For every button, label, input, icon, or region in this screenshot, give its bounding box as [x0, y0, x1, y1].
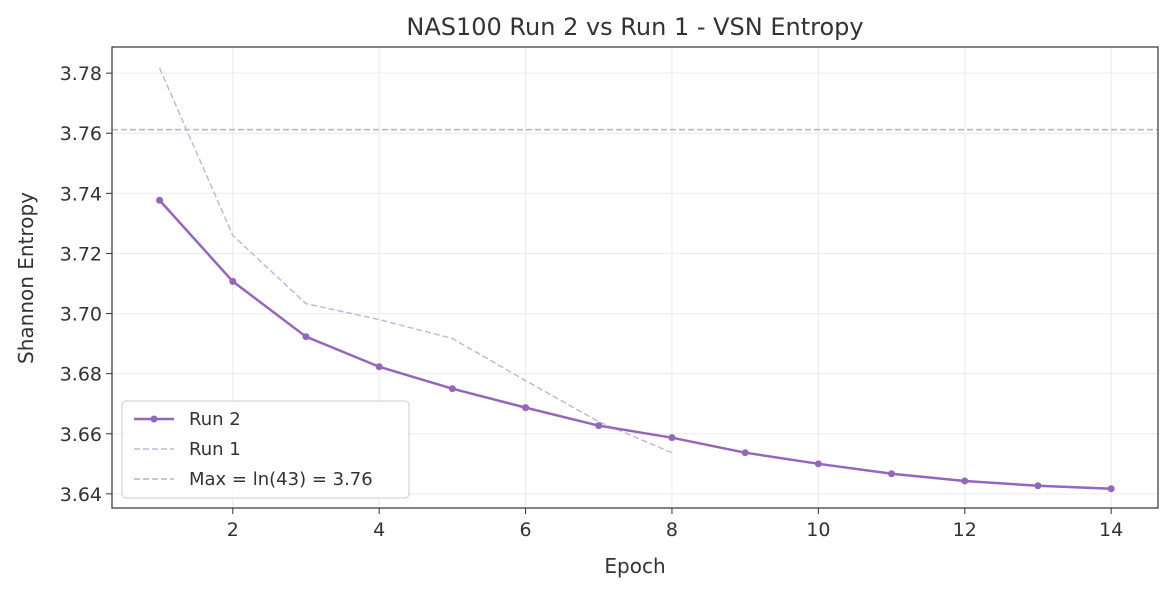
y-tick-label: 3.68 [60, 364, 102, 386]
grid [112, 47, 1158, 508]
x-axis-label: Epoch [604, 554, 665, 578]
x-tick-label: 6 [520, 519, 532, 541]
x-tick-label: 8 [666, 519, 678, 541]
data-point [1034, 482, 1042, 490]
data-point [888, 470, 896, 478]
y-axis-label: Shannon Entropy [14, 192, 38, 364]
y-tick-label: 3.76 [60, 123, 102, 145]
legend-label: Run 1 [189, 439, 241, 460]
data-point [741, 449, 749, 457]
data-point [595, 422, 603, 430]
data-point [375, 363, 383, 371]
data-point [814, 460, 822, 468]
series-layer [156, 67, 1115, 493]
data-point [522, 404, 530, 412]
data-point [302, 333, 310, 341]
data-point [448, 385, 456, 393]
y-tick-label: 3.74 [60, 183, 102, 205]
y-tick-label: 3.64 [60, 484, 102, 506]
x-axis: 2 4 6 8 10 12 14 [227, 508, 1123, 541]
x-tick-label: 14 [1099, 519, 1123, 541]
series-line-run-2 [158, 199, 1112, 491]
x-tick-label: 2 [227, 519, 239, 541]
data-point [1107, 485, 1115, 493]
y-tick-label: 3.66 [60, 424, 102, 446]
x-tick-label: 10 [806, 519, 830, 541]
y-tick-label: 3.70 [60, 304, 102, 326]
data-point [156, 196, 164, 204]
legend-box [121, 400, 410, 499]
series-line-run-1 [158, 67, 673, 454]
legend: Run 2 Run 1 Max = ln(43) = 3.76 [121, 400, 410, 499]
y-tick-label: 3.78 [60, 63, 102, 85]
x-tick-label: 4 [373, 519, 385, 541]
data-point [668, 434, 676, 442]
legend-marker [150, 415, 158, 423]
data-point [961, 477, 969, 485]
y-tick-label: 3.72 [60, 243, 102, 265]
chart-title: NAS100 Run 2 vs Run 1 - VSN Entropy [406, 13, 863, 41]
x-tick-label: 12 [953, 519, 977, 541]
plot-frame [111, 46, 1159, 509]
legend-label: Run 2 [189, 409, 241, 430]
legend-label: Max = ln(43) = 3.76 [189, 469, 373, 490]
data-point [229, 277, 237, 285]
y-axis: 3.64 3.66 3.68 3.70 3.72 3.74 3.76 3.78 [60, 63, 112, 506]
